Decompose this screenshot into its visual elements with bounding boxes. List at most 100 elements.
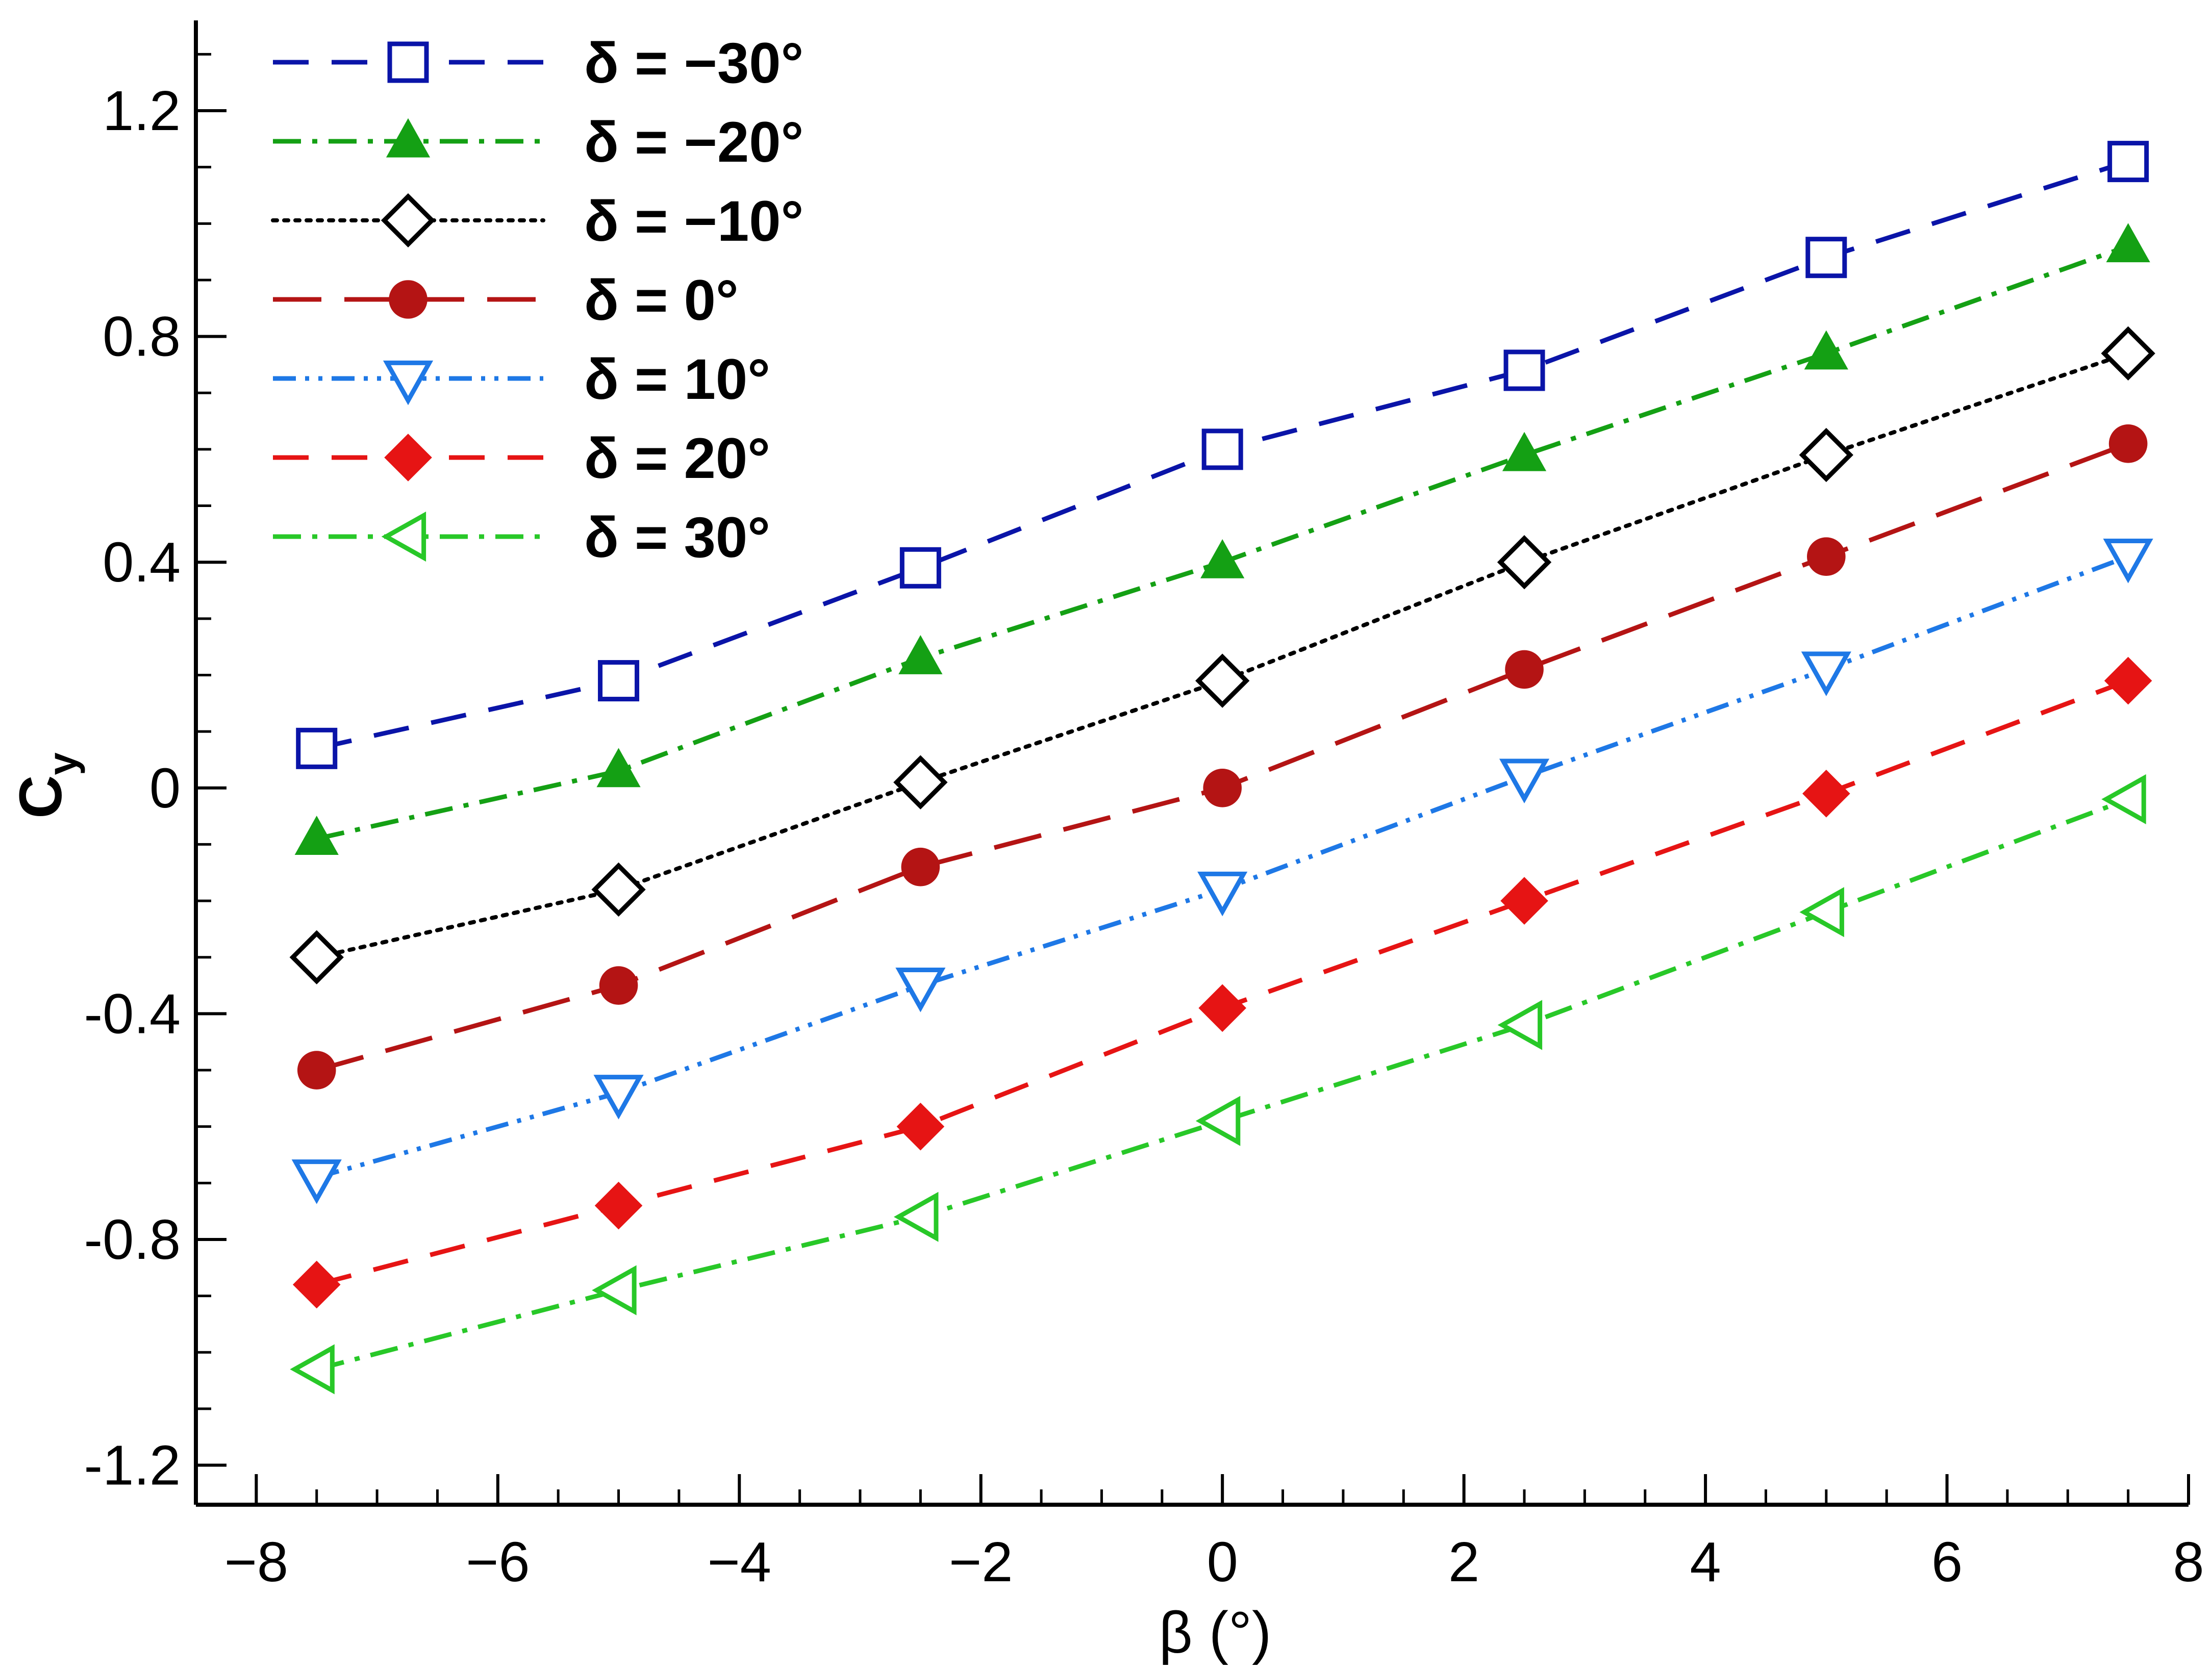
data-point bbox=[1502, 432, 1547, 471]
data-point bbox=[297, 1051, 336, 1090]
series-2 bbox=[294, 223, 2150, 855]
y-tick-label: -1.2 bbox=[84, 1434, 181, 1497]
series-3 bbox=[289, 326, 2155, 984]
data-point bbox=[290, 1344, 335, 1395]
legend-label: δ = −10° bbox=[584, 189, 803, 253]
series-7 bbox=[290, 774, 2146, 1395]
series-1 bbox=[296, 141, 2149, 769]
legend-marker bbox=[381, 511, 426, 562]
data-point bbox=[2101, 774, 2146, 825]
y-axis-label-sub: y bbox=[40, 752, 85, 775]
data-point bbox=[292, 1260, 341, 1309]
data-point bbox=[591, 862, 646, 917]
data-point bbox=[1500, 877, 1548, 925]
legend-label: δ = −20° bbox=[584, 110, 803, 174]
data-point bbox=[2104, 656, 2152, 705]
legend-entry-7: δ = 30° bbox=[273, 505, 770, 569]
data-point bbox=[893, 755, 948, 809]
data-point bbox=[1807, 537, 1846, 576]
data-point bbox=[294, 816, 339, 855]
data-point bbox=[2107, 141, 2149, 183]
legend-marker bbox=[387, 41, 429, 83]
data-point bbox=[1801, 651, 1851, 696]
data-point bbox=[1203, 768, 1242, 807]
data-point bbox=[592, 1265, 637, 1315]
data-point bbox=[1195, 653, 1250, 708]
y-axis-label: Cy bbox=[7, 752, 85, 819]
data-point bbox=[1198, 984, 1246, 1032]
x-tick-label: −4 bbox=[708, 1531, 771, 1593]
data-point bbox=[1799, 427, 1853, 483]
y-tick-label: 1.2 bbox=[103, 80, 181, 142]
data-point bbox=[1499, 758, 1550, 804]
y-tick-label: 0.4 bbox=[103, 531, 181, 594]
series-6 bbox=[292, 656, 2152, 1309]
legend-marker bbox=[383, 360, 434, 406]
legend-marker bbox=[389, 280, 428, 319]
data-point bbox=[1804, 330, 1848, 370]
x-tick-label: 6 bbox=[1931, 1531, 1963, 1593]
data-point bbox=[1197, 871, 1248, 917]
data-point bbox=[2101, 326, 2155, 381]
x-tick-label: 8 bbox=[2173, 1531, 2204, 1593]
x-tick-label: −6 bbox=[466, 1531, 530, 1593]
data-point bbox=[1802, 770, 1850, 818]
legend-entry-3: δ = −10° bbox=[271, 189, 803, 253]
data-point bbox=[1195, 1096, 1241, 1146]
data-point bbox=[2103, 539, 2153, 584]
data-point bbox=[593, 1075, 644, 1120]
x-tick-label: −8 bbox=[224, 1531, 288, 1593]
data-point bbox=[289, 930, 344, 984]
data-point bbox=[895, 967, 946, 1012]
series-5 bbox=[291, 539, 2153, 1204]
legend-label: δ = −30° bbox=[584, 31, 803, 95]
series-layer bbox=[289, 141, 2155, 1395]
legend-entry-2: δ = −20° bbox=[273, 110, 803, 174]
y-axis-label-main: C bbox=[7, 775, 74, 819]
data-point bbox=[291, 1159, 342, 1204]
x-tick-label: 0 bbox=[1207, 1531, 1238, 1593]
y-tick-label: -0.4 bbox=[84, 982, 181, 1045]
ticks: −8 −6 −4 −2 0 2 4 6 8 -1.2 -0.8 -0.4 0 0.4 0.8 1.2 bbox=[84, 53, 2204, 1593]
data-point bbox=[1799, 887, 1844, 938]
series-4 bbox=[297, 424, 2148, 1090]
data-point bbox=[594, 1181, 643, 1230]
legend-marker bbox=[384, 434, 432, 482]
data-point bbox=[898, 635, 943, 674]
y-tick-label: 0.8 bbox=[103, 306, 181, 368]
legend-marker bbox=[386, 118, 431, 158]
data-point bbox=[1497, 1000, 1543, 1050]
legend-label: δ = 10° bbox=[584, 347, 770, 411]
data-point bbox=[896, 1102, 945, 1151]
data-point bbox=[596, 748, 641, 788]
legend-label: δ = 30° bbox=[584, 505, 770, 569]
data-point bbox=[1201, 428, 1243, 470]
series-line bbox=[316, 554, 2129, 1180]
legend-label: δ = 20° bbox=[584, 426, 770, 490]
x-tick-label: 2 bbox=[1448, 1531, 1479, 1593]
x-tick-label: 4 bbox=[1690, 1531, 1721, 1593]
y-tick-label: 0 bbox=[149, 757, 181, 820]
data-point bbox=[1503, 349, 1545, 391]
legend-label: δ = 0° bbox=[584, 268, 739, 332]
data-point bbox=[901, 847, 940, 887]
data-point bbox=[893, 1192, 939, 1242]
data-point bbox=[899, 547, 941, 589]
legend-entry-4: δ = 0° bbox=[273, 268, 739, 332]
legend-entry-5: δ = 10° bbox=[273, 347, 770, 411]
legend: δ = −30° δ = −20° δ = −10° δ = 0° δ = 10° δ =… bbox=[271, 31, 803, 569]
data-point bbox=[2106, 223, 2150, 263]
x-axis-label: β (°) bbox=[1159, 1600, 1272, 1665]
x-tick-label: −2 bbox=[949, 1531, 1013, 1593]
legend-marker bbox=[381, 193, 436, 248]
data-point bbox=[2108, 424, 2148, 463]
y-tick-label: -0.8 bbox=[84, 1208, 181, 1271]
data-point bbox=[1505, 650, 1544, 689]
data-point bbox=[599, 966, 638, 1005]
axes bbox=[194, 20, 2189, 1507]
data-point bbox=[598, 660, 640, 702]
data-point bbox=[1497, 535, 1552, 590]
data-point bbox=[296, 727, 338, 769]
legend-entry-6: δ = 20° bbox=[273, 426, 770, 490]
